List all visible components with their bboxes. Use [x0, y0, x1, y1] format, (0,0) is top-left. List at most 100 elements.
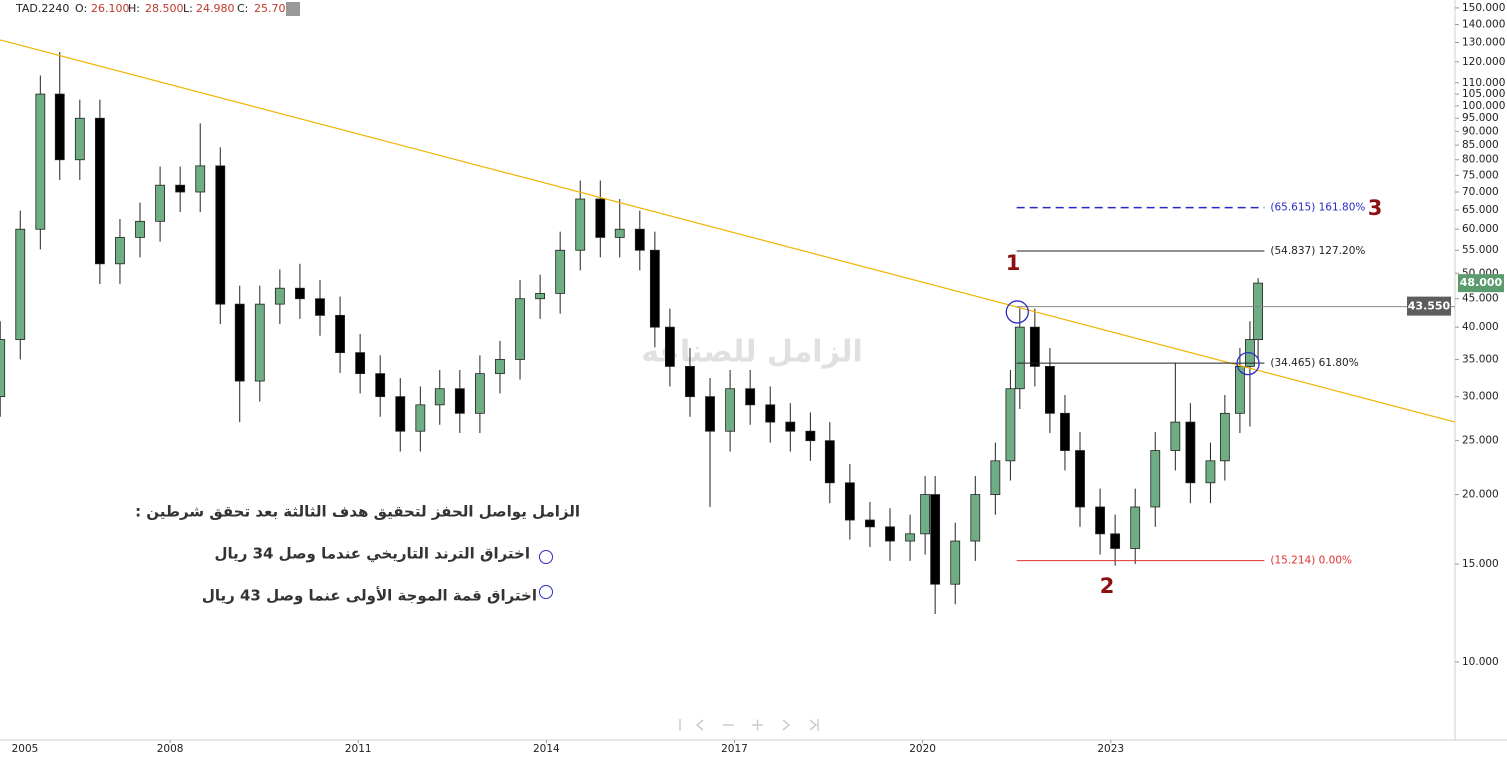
candle-body: [1235, 366, 1245, 414]
wave-label: 3: [1368, 196, 1383, 220]
y-tick-label: 80.000: [1462, 154, 1499, 166]
candle-body: [35, 93, 46, 230]
candle-body: [844, 482, 855, 521]
candle-body: [155, 184, 165, 222]
y-tick-label: 35.000: [1462, 353, 1499, 365]
y-tick-label: 60.000: [1462, 223, 1499, 235]
candle-body: [595, 198, 606, 238]
candle-body: [175, 184, 186, 193]
x-tick-label: 2008: [157, 743, 184, 755]
candle-body: [1060, 412, 1070, 451]
fib-label: (54.837) 127.20%: [1270, 245, 1365, 257]
y-tick-label: 140.000: [1462, 19, 1505, 31]
note-item: اختراق قمة الموجة الأولى عنما وصل 43 ريا…: [202, 587, 537, 605]
x-tick-label: 2011: [345, 743, 372, 755]
candle-body: [234, 303, 245, 382]
candle-body: [920, 494, 931, 535]
candle-body: [254, 303, 265, 382]
ohlc-key: C:: [237, 2, 248, 15]
nav-bar[interactable]: [679, 719, 819, 731]
candle-body: [135, 220, 145, 238]
candle-body: [355, 352, 366, 375]
ohlc-value: 26.100: [91, 2, 130, 15]
candle-body: [614, 228, 625, 238]
y-tick-label: 130.000: [1462, 36, 1505, 48]
x-tick-label: 2017: [721, 743, 748, 755]
candle-body: [1095, 506, 1105, 535]
note-item: اختراق الترند التاريخي عندما وصل 34 ريال: [214, 545, 530, 563]
wave-label: 2: [1100, 574, 1115, 598]
y-tick-label: 110.000: [1462, 77, 1505, 89]
ohlc-value: 28.500: [145, 2, 184, 15]
candle-body: [0, 339, 6, 398]
y-tick-label: 85.000: [1462, 139, 1499, 151]
y-tick-label: 150.000: [1462, 2, 1505, 14]
y-tick-label: 65.000: [1462, 204, 1499, 216]
candle-body: [745, 388, 756, 406]
candle-body: [375, 373, 386, 398]
watermark: الزامل للصناعه: [641, 335, 863, 370]
x-tick-label: 2020: [909, 743, 936, 755]
candle-body: [990, 460, 1001, 495]
y-tick-label: 105.000: [1462, 88, 1505, 100]
candle-body: [1045, 366, 1055, 414]
y-tick-label: 100.000: [1462, 100, 1505, 112]
bullet: [539, 550, 553, 564]
ohlc-key: L:: [183, 2, 193, 15]
candle-body: [905, 533, 915, 542]
candle-body: [1075, 450, 1085, 508]
candle-body: [1219, 412, 1230, 462]
candle-body: [395, 396, 406, 432]
candle-body: [950, 540, 961, 585]
candle-body: [765, 404, 776, 423]
candle-body: [805, 430, 816, 442]
candle-body: [54, 93, 65, 161]
y-tick-label: 75.000: [1462, 169, 1499, 181]
price-tag: 48.000: [1460, 276, 1503, 289]
ohlc-value: 24.980: [196, 2, 235, 15]
candle-body: [575, 198, 586, 251]
fib-label: (15.214) 0.00%: [1270, 555, 1352, 567]
ohlc-value: 25.700: [254, 2, 293, 15]
candle-body: [705, 396, 715, 432]
candle-body: [315, 298, 325, 316]
highlight-circle: [1236, 351, 1260, 376]
menu-button[interactable]: [286, 2, 300, 16]
y-tick-label: 10.000: [1462, 656, 1499, 668]
candle-body: [454, 388, 465, 414]
fib-label: (65.615) 161.80%: [1270, 202, 1365, 214]
candle-body: [1185, 421, 1196, 484]
candle-body: [295, 287, 305, 300]
y-tick-label: 20.000: [1462, 489, 1499, 501]
highlight-circle: [1005, 300, 1029, 324]
candle-body: [1170, 421, 1181, 451]
candle-body: [970, 494, 981, 542]
candle-body: [555, 249, 566, 294]
candle-body: [115, 237, 125, 265]
y-tick-label: 95.000: [1462, 112, 1499, 124]
price-tag: 43.550: [1408, 300, 1451, 313]
candle-body: [274, 287, 285, 305]
price-tag-box: [1407, 296, 1451, 316]
y-tick-label: 40.000: [1462, 321, 1499, 333]
y-tick-label: 45.000: [1462, 293, 1499, 305]
candle-body: [785, 421, 796, 432]
candle-body: [474, 373, 485, 414]
candle-body: [1130, 506, 1141, 549]
symbol: TAD.2240: [15, 2, 69, 15]
candle-body: [1205, 460, 1216, 484]
y-tick-label: 30.000: [1462, 391, 1499, 403]
candle-body: [885, 526, 895, 542]
ohlc-key: H:: [128, 2, 140, 15]
fib-label: (34.465) 61.80%: [1270, 357, 1358, 369]
candle-body: [335, 314, 345, 354]
candle-body: [649, 249, 660, 328]
candle-body: [1005, 388, 1016, 462]
candle-body: [1110, 533, 1121, 549]
y-tick-label: 90.000: [1462, 125, 1499, 137]
candle-body: [195, 165, 206, 193]
candle-body: [215, 165, 226, 305]
price-tag-box: [1458, 274, 1504, 293]
